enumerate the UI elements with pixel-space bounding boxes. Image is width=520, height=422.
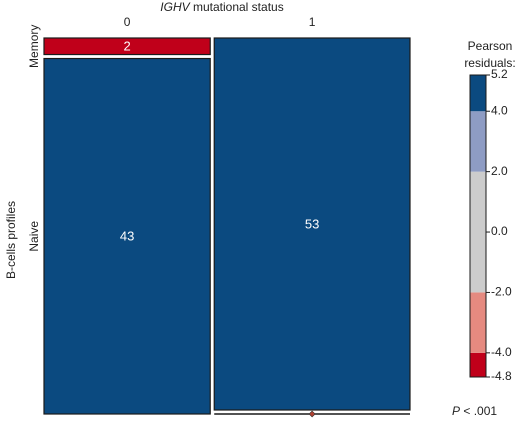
column-label: 1 <box>309 15 316 29</box>
legend-tick-label: -4.8 <box>491 369 512 383</box>
legend-tick-label: 5.2 <box>491 67 508 81</box>
legend-tick-label: 0.0 <box>491 224 508 238</box>
legend-band <box>470 292 486 353</box>
legend-band <box>470 352 486 377</box>
legend-tick-label: -2.0 <box>491 285 512 299</box>
legend-band <box>470 75 486 112</box>
p-annotation: P < .001 <box>452 404 497 418</box>
legend-tick-label: 2.0 <box>491 164 508 178</box>
title-text: mutational status <box>193 0 284 14</box>
column-label: 0 <box>124 15 131 29</box>
cell-label: 2 <box>123 39 130 54</box>
p-italic: P <box>452 404 460 418</box>
row-label: Naive <box>27 221 41 252</box>
chart-title: IGHV mutational status <box>160 0 283 14</box>
mosaic-cell <box>213 37 411 411</box>
title-italic: IGHV <box>160 0 190 14</box>
mosaic-cell <box>43 37 211 56</box>
y-axis-label: B-cells profiles <box>4 201 18 279</box>
p-text: < .001 <box>463 404 497 418</box>
mosaic-cell <box>43 57 211 415</box>
legend-tick-label: 4.0 <box>491 103 508 117</box>
cell-label: 53 <box>305 216 319 231</box>
legend-title: residuals: <box>464 56 515 70</box>
legend-band <box>470 111 486 172</box>
legend-band <box>470 171 486 293</box>
legend-tick-label: -4.0 <box>491 345 512 359</box>
cell-label: 43 <box>120 229 134 244</box>
legend-title: Pearson <box>468 39 513 53</box>
row-label: Memory <box>27 25 41 68</box>
legend-frame <box>469 74 487 378</box>
zero-marker <box>308 410 316 418</box>
